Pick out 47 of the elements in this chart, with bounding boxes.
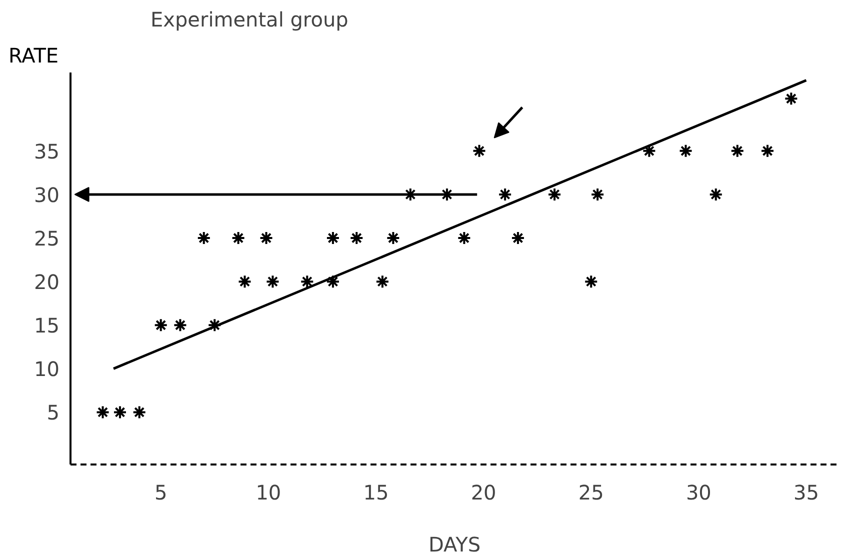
point [208,318,222,332]
point [231,231,246,246]
point [510,231,525,246]
point [326,231,340,246]
y-tick-label: 30 [34,182,60,207]
point [238,274,252,289]
x-axis-title: DAYS [428,532,481,556]
x-tick-label: 10 [256,480,282,504]
point [375,274,390,289]
y-tick-label: 25 [34,226,60,251]
point [259,231,274,246]
point [784,92,798,106]
point [584,274,598,289]
x-tick-label: 5 [154,480,168,504]
y-tick-label: 5 [46,400,60,425]
point [326,274,340,289]
point [708,187,723,202]
point [590,187,605,202]
point [730,144,744,158]
point [300,274,314,289]
x-tick-label: 30 [686,480,712,504]
point [112,405,127,420]
point [457,231,472,246]
point [548,187,562,202]
y-tick-label: 10 [34,357,60,382]
x-tick-label: 20 [470,480,496,504]
x-tick-label: 35 [794,480,819,504]
y-axis-title: RATE [8,44,59,68]
point [132,405,146,420]
point [96,405,110,420]
chart-title: Experimental group [150,8,348,32]
point [173,318,188,332]
point [196,231,211,246]
point [154,318,168,332]
y-tick-label: 35 [34,139,60,164]
point [472,144,486,158]
point [760,144,775,158]
x-tick-label: 25 [578,480,604,504]
y-tick-label: 20 [34,270,60,294]
y-tick-label: 15 [34,314,60,338]
point [642,144,656,158]
point [498,187,512,202]
point [350,231,364,246]
point [678,144,693,158]
x-tick-label: 15 [363,480,389,504]
point [266,274,280,289]
point [386,231,400,246]
